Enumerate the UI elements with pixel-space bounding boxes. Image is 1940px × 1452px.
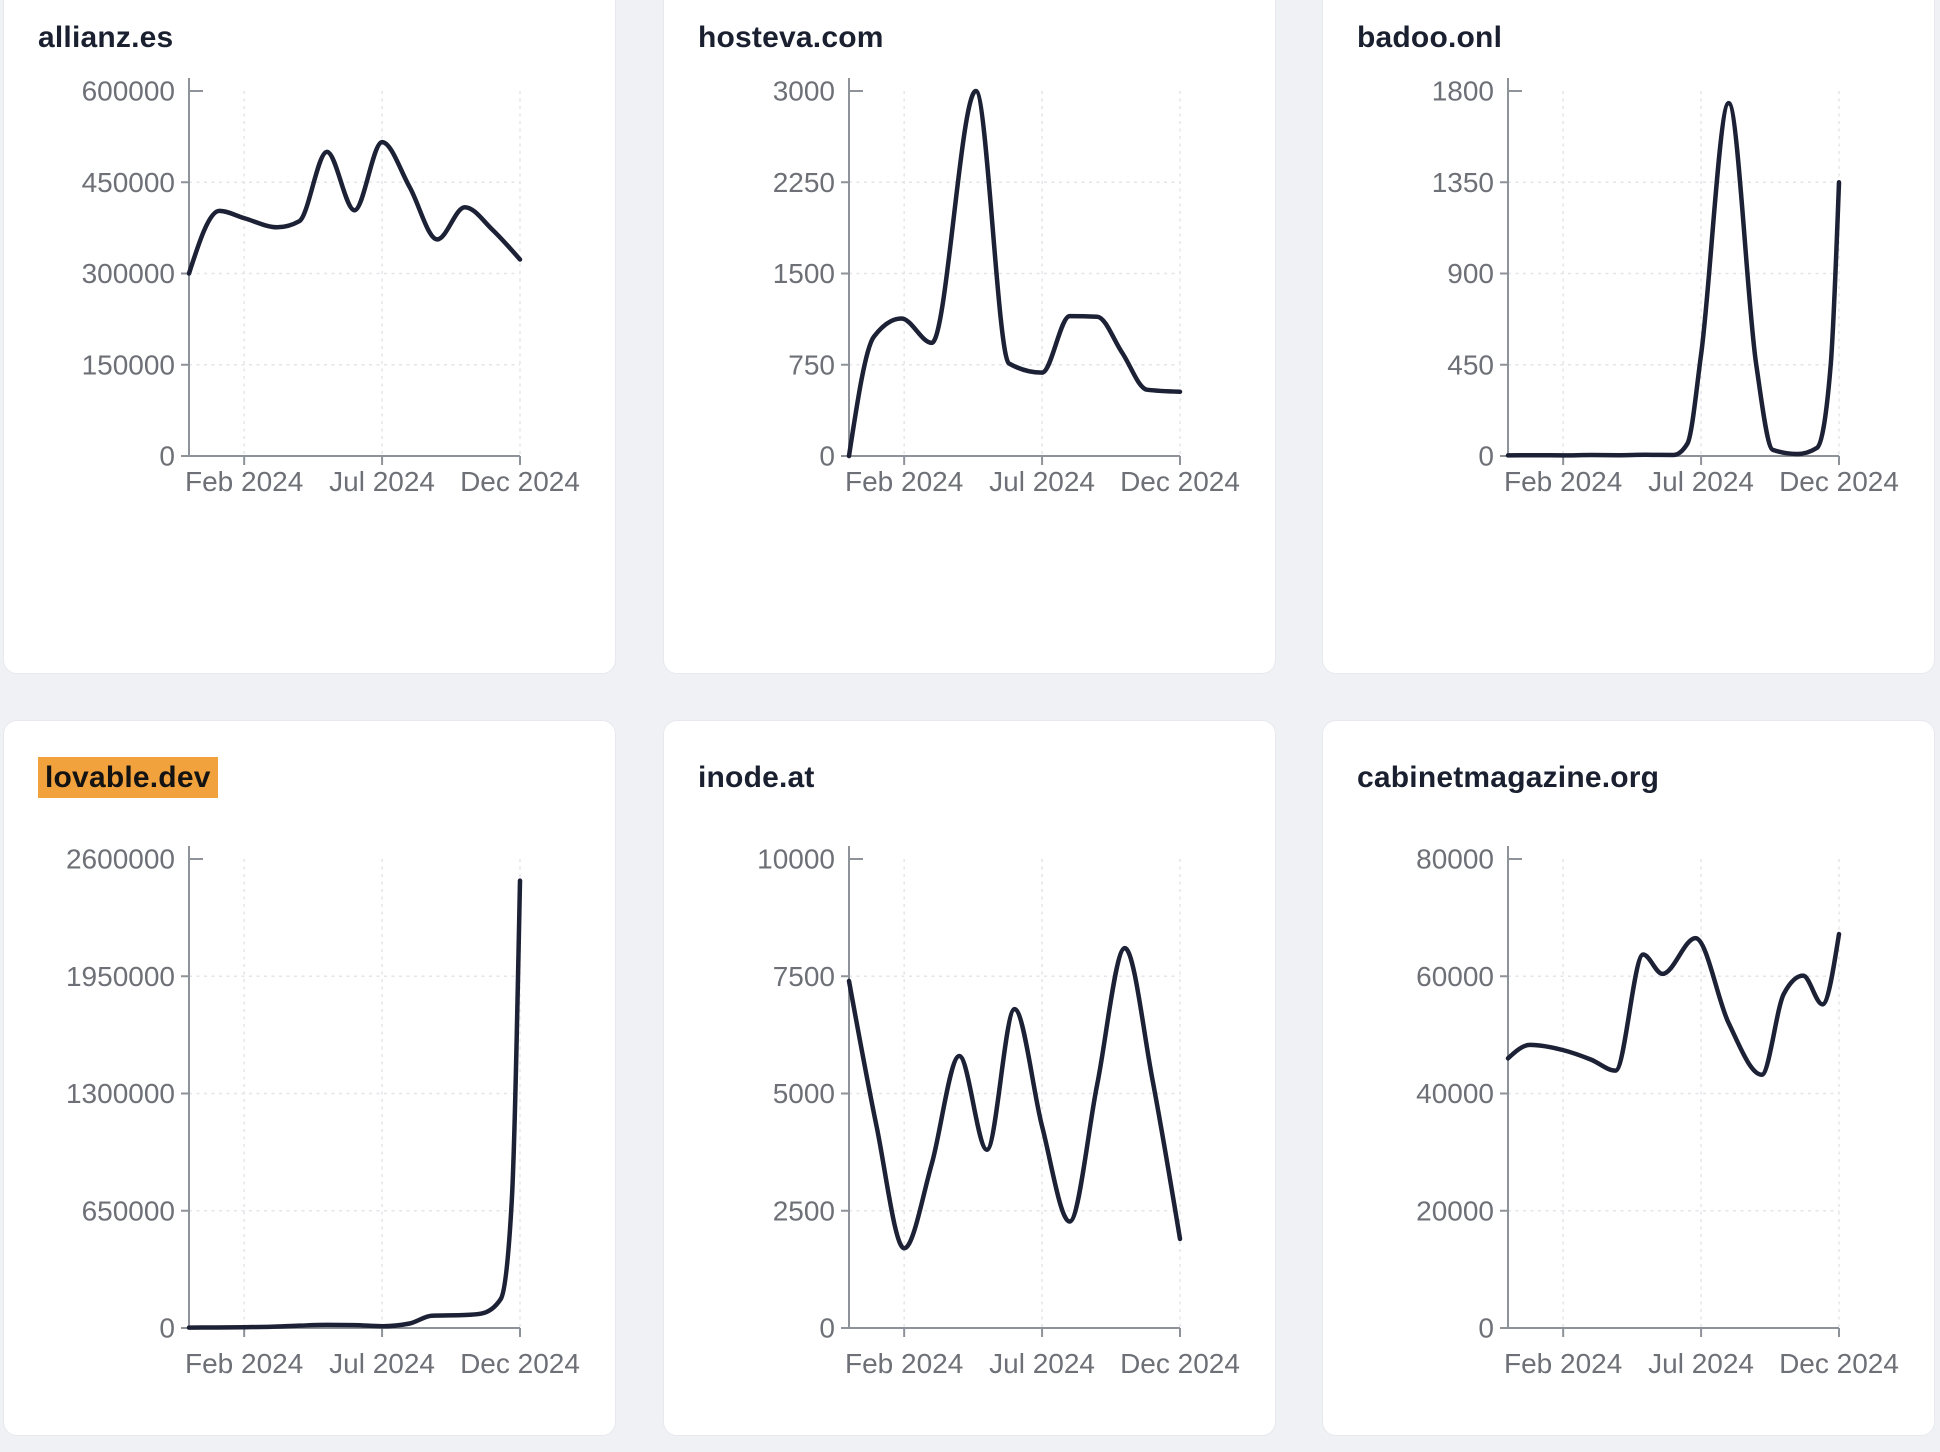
- svg-text:1300000: 1300000: [66, 1078, 175, 1109]
- axes: [1500, 846, 1840, 1337]
- svg-text:Dec 2024: Dec 2024: [1120, 1348, 1240, 1379]
- grid-lines: [1508, 859, 1840, 1328]
- chart-line: [186, 878, 523, 1330]
- axis-tick-labels: 0 150000 300000 450000 600000 Feb 2024 Jul 202…: [82, 76, 580, 497]
- svg-text:Jul 2024: Jul 2024: [1648, 1348, 1754, 1379]
- svg-text:0: 0: [159, 441, 175, 472]
- svg-text:0: 0: [159, 1313, 175, 1344]
- svg-text:3000: 3000: [773, 76, 835, 107]
- line-chart-badoo-onl: 0 450 900 1350 1800 Feb 2024 Jul 2024 Dec 2024: [1432, 76, 1899, 497]
- svg-text:0: 0: [819, 441, 835, 472]
- chart-domain-label: allianz.es: [38, 21, 174, 54]
- chart-title: hosteva.com: [698, 21, 884, 55]
- axis-tick-labels: 0 750 1500 2250 3000 Feb 2024 Jul 2024 Dec 2024: [773, 76, 1240, 497]
- grid-lines: [849, 859, 1181, 1328]
- svg-text:1950000: 1950000: [66, 961, 175, 992]
- svg-text:0: 0: [1478, 1313, 1494, 1344]
- chart-card-lovable-dev: 0 650000 1300000 1950000 2600000 Feb 2024 Jul …: [3, 720, 616, 1436]
- svg-text:Dec 2024: Dec 2024: [1779, 466, 1899, 497]
- svg-text:Jul 2024: Jul 2024: [989, 1348, 1095, 1379]
- svg-text:450000: 450000: [82, 167, 175, 198]
- svg-text:1350: 1350: [1432, 167, 1494, 198]
- axes: [1500, 78, 1840, 465]
- svg-text:Feb 2024: Feb 2024: [185, 466, 303, 497]
- line-chart-lovable-dev: 0 650000 1300000 1950000 2600000 Feb 2024 Jul …: [66, 844, 580, 1379]
- svg-text:Feb 2024: Feb 2024: [185, 1348, 303, 1379]
- svg-text:Dec 2024: Dec 2024: [460, 466, 580, 497]
- grid-lines: [849, 91, 1181, 456]
- svg-text:300000: 300000: [82, 258, 175, 289]
- svg-text:2600000: 2600000: [66, 844, 175, 875]
- svg-text:20000: 20000: [1416, 1195, 1494, 1226]
- svg-text:1500: 1500: [773, 258, 835, 289]
- svg-text:Dec 2024: Dec 2024: [1120, 466, 1240, 497]
- line-chart-hosteva-com: 0 750 1500 2250 3000 Feb 2024 Jul 2024 Dec 2024: [773, 76, 1240, 497]
- svg-text:450: 450: [1447, 349, 1494, 380]
- svg-text:5000: 5000: [773, 1078, 835, 1109]
- svg-text:10000: 10000: [757, 844, 835, 875]
- svg-text:Jul 2024: Jul 2024: [989, 466, 1095, 497]
- chart-domain-label: inode.at: [698, 761, 815, 794]
- axis-tick-labels: 0 450 900 1350 1800 Feb 2024 Jul 2024 Dec 2024: [1432, 76, 1899, 497]
- axes: [181, 78, 521, 465]
- axis-tick-labels: 0 650000 1300000 1950000 2600000 Feb 2024 Jul …: [66, 844, 580, 1379]
- line-chart-cabinetmagazine-org: 0 20000 40000 60000 80000 Feb 2024 Jul 2024 Dec…: [1416, 844, 1899, 1379]
- svg-text:60000: 60000: [1416, 961, 1494, 992]
- chart-line: [846, 945, 1183, 1251]
- svg-text:7500: 7500: [773, 961, 835, 992]
- svg-text:Jul 2024: Jul 2024: [329, 466, 435, 497]
- svg-text:80000: 80000: [1416, 844, 1494, 875]
- chart-line: [1505, 100, 1842, 458]
- axis-tick-labels: 0 20000 40000 60000 80000 Feb 2024 Jul 2024 Dec…: [1416, 844, 1899, 1379]
- chart-title: cabinetmagazine.org: [1357, 761, 1659, 795]
- chart-card-allianz-es: 0 150000 300000 450000 600000 Feb 2024 Jul 202…: [3, 0, 616, 674]
- svg-text:Dec 2024: Dec 2024: [460, 1348, 580, 1379]
- svg-text:0: 0: [819, 1313, 835, 1344]
- chart-domain-label: cabinetmagazine.org: [1357, 761, 1660, 794]
- chart-title: inode.at: [698, 761, 815, 795]
- svg-text:600000: 600000: [82, 76, 175, 107]
- chart-card-inode-at: 0 2500 5000 7500 10000 Feb 2024 Jul 2024 Dec 20…: [663, 720, 1276, 1436]
- grid-lines: [1508, 91, 1840, 456]
- svg-text:Feb 2024: Feb 2024: [1504, 466, 1622, 497]
- svg-text:2500: 2500: [773, 1195, 835, 1226]
- line-chart-allianz-es: 0 150000 300000 450000 600000 Feb 2024 Jul 202…: [82, 76, 580, 497]
- axis-tick-labels: 0 2500 5000 7500 10000 Feb 2024 Jul 2024 Dec 20…: [757, 844, 1240, 1379]
- chart-line: [186, 139, 523, 276]
- axes: [181, 846, 521, 1337]
- grid-lines: [189, 859, 521, 1328]
- chart-card-hosteva-com: 0 750 1500 2250 3000 Feb 2024 Jul 2024 Dec 2024…: [663, 0, 1276, 674]
- svg-text:750: 750: [788, 349, 835, 380]
- svg-text:Feb 2024: Feb 2024: [1504, 1348, 1622, 1379]
- line-chart-inode-at: 0 2500 5000 7500 10000 Feb 2024 Jul 2024 Dec 20…: [757, 844, 1240, 1379]
- chart-title: badoo.onl: [1357, 21, 1502, 55]
- chart-domain-label: hosteva.com: [698, 21, 884, 54]
- svg-text:Dec 2024: Dec 2024: [1779, 1348, 1899, 1379]
- svg-text:0: 0: [1478, 441, 1494, 472]
- svg-text:900: 900: [1447, 258, 1494, 289]
- svg-text:150000: 150000: [82, 349, 175, 380]
- svg-text:650000: 650000: [82, 1195, 175, 1226]
- svg-text:Feb 2024: Feb 2024: [845, 466, 963, 497]
- chart-card-cabinetmagazine-org: 0 20000 40000 60000 80000 Feb 2024 Jul 2024 Dec…: [1322, 720, 1935, 1436]
- axes: [841, 846, 1181, 1337]
- chart-card-badoo-onl: 0 450 900 1350 1800 Feb 2024 Jul 2024 Dec 2024 …: [1322, 0, 1935, 674]
- svg-text:Jul 2024: Jul 2024: [329, 1348, 435, 1379]
- svg-text:1800: 1800: [1432, 76, 1494, 107]
- svg-text:40000: 40000: [1416, 1078, 1494, 1109]
- highlighted-domain-label: lovable.dev: [38, 757, 218, 798]
- chart-title: allianz.es: [38, 21, 173, 55]
- chart-line: [846, 88, 1183, 459]
- chart-domain-label: badoo.onl: [1357, 21, 1503, 54]
- axes: [841, 78, 1181, 465]
- svg-text:Feb 2024: Feb 2024: [845, 1348, 963, 1379]
- grid-lines: [189, 91, 521, 456]
- chart-line: [1505, 931, 1842, 1077]
- svg-text:Jul 2024: Jul 2024: [1648, 466, 1754, 497]
- svg-text:2250: 2250: [773, 167, 835, 198]
- chart-title: lovable.dev: [38, 757, 218, 798]
